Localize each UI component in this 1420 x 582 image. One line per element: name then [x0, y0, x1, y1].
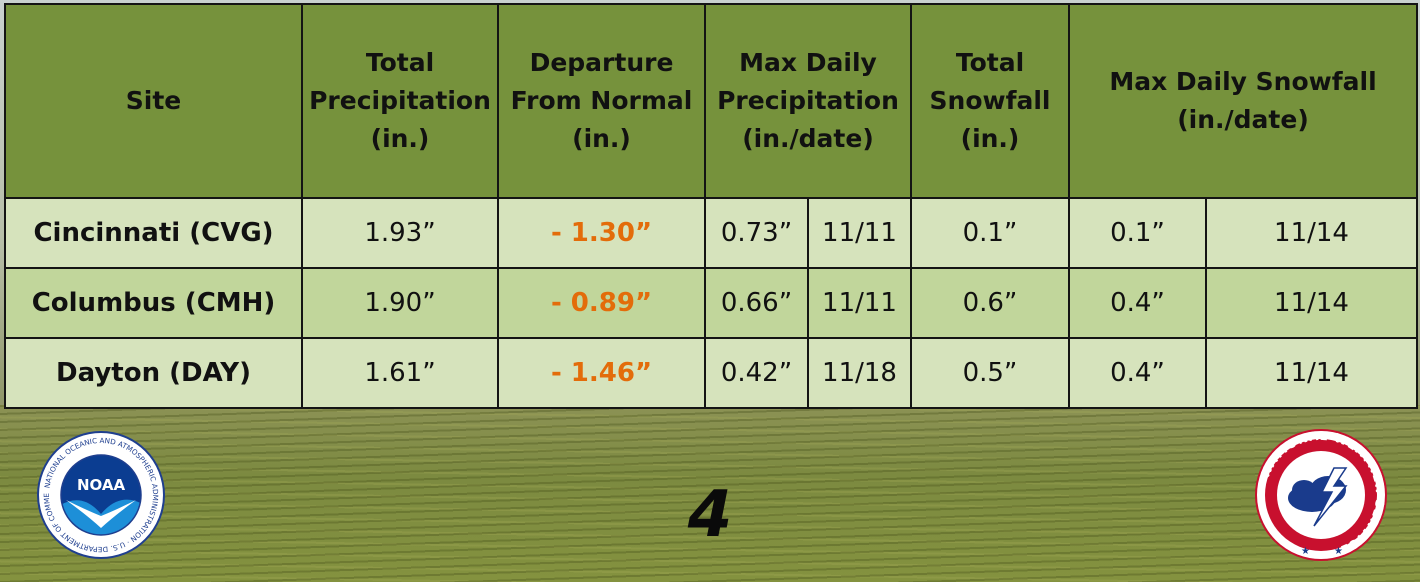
- max-precipitation-value-cell: 0.66”: [704, 267, 809, 339]
- total-snowfall-cell: 0.1”: [910, 197, 1070, 269]
- departure-cell: - 1.30”: [497, 197, 706, 269]
- total-precipitation-cell: 1.90”: [301, 267, 499, 339]
- header-max-daily-precipitation: Max Daily Precipitation (in./date): [704, 3, 912, 199]
- lightning-bolt-icon: [1313, 467, 1348, 527]
- total-precipitation-cell: 1.93”: [301, 197, 499, 269]
- total-precipitation-cell: 1.61”: [301, 337, 499, 409]
- header-line: (in./date): [742, 124, 874, 153]
- site-cell: Cincinnati (CVG): [4, 197, 303, 269]
- header-line: Max Daily Snowfall: [1109, 67, 1377, 96]
- header-line: From Normal: [510, 86, 693, 115]
- nws-logo: NATIONAL WEATHER SERVICE ★ ★: [1255, 429, 1387, 561]
- max-snowfall-value-cell: 0.4”: [1068, 337, 1207, 409]
- header-line: Snowfall: [929, 86, 1051, 115]
- header-max-daily-snowfall: Max Daily Snowfall (in./date): [1068, 3, 1418, 199]
- total-snowfall-cell: 0.5”: [910, 337, 1070, 409]
- header-total-precipitation: Total Precipitation (in.): [301, 3, 499, 199]
- max-precipitation-date-cell: 11/11: [807, 267, 912, 339]
- header-line: Precipitation: [717, 86, 899, 115]
- header-line: Max Daily: [739, 48, 877, 77]
- noaa-logo: NATIONAL OCEANIC AND ATMOSPHERIC ADMINIS…: [36, 430, 165, 559]
- page-number: 4: [687, 478, 733, 552]
- header-line: Total: [955, 48, 1025, 77]
- max-snowfall-value-cell: 0.1”: [1068, 197, 1207, 269]
- header-line: (in.): [370, 124, 430, 153]
- max-snowfall-date-cell: 11/14: [1205, 197, 1418, 269]
- max-precipitation-date-cell: 11/18: [807, 337, 912, 409]
- site-cell: Dayton (DAY): [4, 337, 303, 409]
- svg-text:★: ★: [1334, 546, 1343, 557]
- max-snowfall-date-cell: 11/14: [1205, 267, 1418, 339]
- climate-summary-table: Site Total Precipitation (in.) Departure…: [4, 3, 1418, 409]
- header-line: Total: [365, 48, 435, 77]
- header-departure-from-normal: Departure From Normal (in.): [497, 3, 706, 199]
- header-line: (in./date): [1177, 105, 1309, 134]
- header-line: Departure: [529, 48, 674, 77]
- svg-text:★: ★: [1301, 546, 1310, 557]
- max-precipitation-date-cell: 11/11: [807, 197, 912, 269]
- max-snowfall-date-cell: 11/14: [1205, 337, 1418, 409]
- header-total-snowfall: Total Snowfall (in.): [910, 3, 1070, 199]
- background-grass: [0, 405, 1420, 582]
- header-line: (in.): [572, 124, 631, 153]
- header-line: Precipitation: [309, 86, 491, 115]
- star-icon: ★ ★: [1301, 546, 1343, 557]
- header-site: Site: [4, 3, 303, 199]
- site-cell: Columbus (CMH): [4, 267, 303, 339]
- table-row: Columbus (CMH) 1.90” - 0.89” 0.66” 11/11…: [4, 267, 1418, 339]
- max-precipitation-value-cell: 0.73”: [704, 197, 809, 269]
- header-row: Site Total Precipitation (in.) Departure…: [4, 3, 1418, 199]
- departure-cell: - 1.46”: [497, 337, 706, 409]
- table-row: Dayton (DAY) 1.61” - 1.46” 0.42” 11/18 0…: [4, 337, 1418, 409]
- max-precipitation-value-cell: 0.42”: [704, 337, 809, 409]
- total-snowfall-cell: 0.6”: [910, 267, 1070, 339]
- noaa-logo-text: NOAA: [77, 476, 126, 494]
- departure-cell: - 0.89”: [497, 267, 706, 339]
- table-row: Cincinnati (CVG) 1.93” - 1.30” 0.73” 11/…: [4, 197, 1418, 269]
- max-snowfall-value-cell: 0.4”: [1068, 267, 1207, 339]
- header-line: (in.): [960, 124, 1020, 153]
